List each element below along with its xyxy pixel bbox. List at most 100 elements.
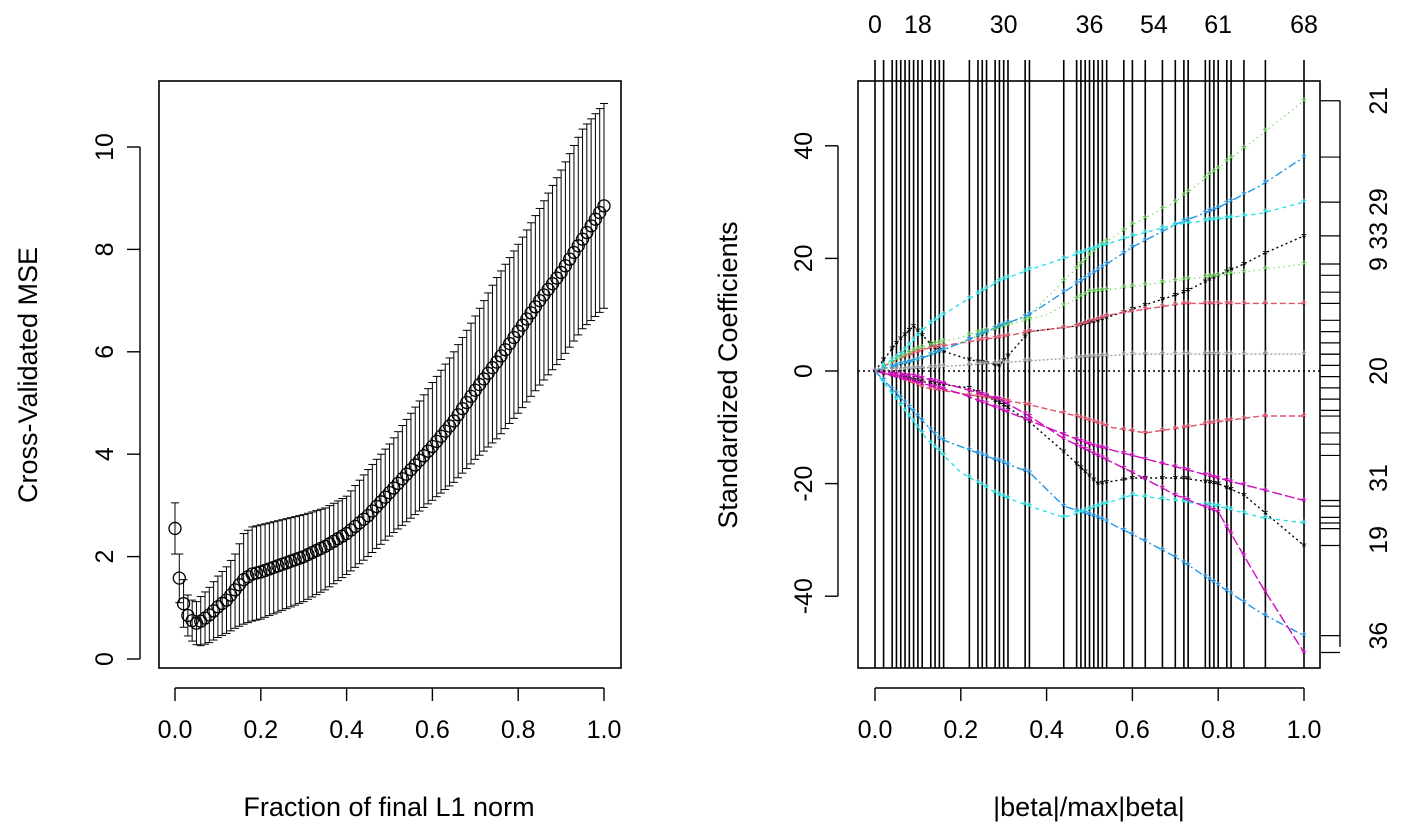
coefficient-marker: *	[881, 366, 887, 382]
coefficient-marker: *	[1087, 508, 1093, 524]
coefficient-marker: *	[907, 362, 913, 378]
coefficient-marker: *	[1074, 438, 1080, 454]
right-y-tick-label: 0	[790, 364, 818, 378]
left-data-point	[378, 490, 392, 504]
coefficient-marker: *	[898, 391, 904, 407]
coefficient-marker: *	[907, 369, 913, 385]
coefficient-marker: *	[872, 364, 878, 380]
coefficient-marker: *	[1082, 316, 1088, 332]
coefficient-marker: *	[1211, 269, 1217, 285]
coefficient-marker: *	[907, 323, 913, 339]
coefficient-marker: *	[1203, 500, 1209, 516]
coefficient-marker: *	[1241, 209, 1247, 225]
coefficient-marker: *	[1173, 218, 1179, 234]
coefficient-marker: *	[1203, 171, 1209, 187]
coefficient-marker: *	[1027, 499, 1033, 515]
coefficient-marker: *	[932, 341, 938, 357]
coefficient-marker: *	[889, 359, 895, 375]
right-y-tick-label: 20	[790, 244, 818, 272]
coefficient-marker: *	[932, 374, 938, 390]
coefficient-marker: *	[1091, 438, 1097, 454]
coefficient-marker: *	[889, 369, 895, 385]
coefficient-marker: *	[1005, 397, 1011, 413]
coefficient-path	[874, 302, 1304, 372]
coefficient-marker: *	[1001, 456, 1007, 472]
coefficient-marker: *	[1203, 270, 1209, 286]
coefficient-marker: *	[941, 384, 947, 400]
coefficient-marker: *	[937, 360, 943, 376]
coefficient-marker: *	[1095, 349, 1101, 365]
coefficient-marker: *	[1185, 213, 1191, 229]
coefficient-marker: *	[941, 382, 947, 398]
left-y-axis: 0 2 4 6 8 10	[91, 133, 141, 666]
coefficient-marker: *	[1215, 212, 1221, 228]
coefficient-marker: *	[1121, 491, 1127, 507]
coefficient-marker: *	[1215, 471, 1221, 487]
coefficient-marker: *	[1241, 478, 1247, 494]
coefficient-marker: *	[984, 449, 990, 465]
coefficient-marker: *	[967, 443, 973, 459]
coefficient-marker: *	[1185, 283, 1191, 299]
coefficient-marker: *	[1022, 309, 1028, 325]
coefficient-marker: *	[992, 276, 998, 292]
coefficient-marker: *	[1160, 300, 1166, 316]
coefficient-marker: *	[1074, 506, 1080, 522]
coefficient-marker: *	[975, 475, 981, 491]
right-side-tick-label: 20	[1365, 357, 1393, 385]
coefficient-marker: *	[967, 390, 973, 406]
coefficient-marker: *	[1228, 527, 1234, 543]
coefficient-marker: *	[967, 328, 973, 344]
coefficient-marker: *	[1181, 491, 1187, 507]
coefficient-marker: *	[1001, 319, 1007, 335]
coefficient-marker: *	[1121, 232, 1127, 248]
coefficient-marker: *	[1078, 440, 1084, 456]
coefficient-marker: *	[1104, 419, 1110, 435]
coefficient-marker: *	[1185, 296, 1191, 312]
coefficient-marker: *	[1100, 512, 1106, 528]
coefficient-marker: *	[1224, 473, 1230, 489]
coefficient-marker: *	[894, 392, 900, 408]
coefficient-marker: *	[1078, 505, 1084, 521]
left-data-point	[382, 485, 397, 500]
coefficient-marker: *	[984, 326, 990, 342]
coefficient-marker: *	[980, 395, 986, 411]
right-x-tick-label: 0.0	[858, 716, 893, 744]
left-data-point	[361, 508, 375, 523]
coefficient-marker: *	[1100, 451, 1106, 467]
coefficient-marker: *	[1091, 509, 1097, 525]
coefficient-marker: *	[1130, 527, 1136, 543]
coefficient-marker: *	[1207, 204, 1213, 220]
coefficient-marker: *	[980, 326, 986, 342]
coefficient-marker: *	[911, 376, 917, 392]
coefficient-marker: *	[915, 409, 921, 425]
coefficient-marker: *	[1203, 206, 1209, 222]
coefficient-marker: *	[919, 324, 925, 340]
coefficient-marker: *	[1241, 257, 1247, 273]
coefficient-marker: *	[932, 346, 938, 362]
coefficient-marker: *	[941, 343, 947, 359]
left-data-point	[584, 219, 598, 233]
coefficient-path	[874, 370, 1305, 637]
coefficient-marker: *	[975, 357, 981, 373]
coefficient-marker: *	[967, 332, 973, 348]
coefficient-marker: *	[1228, 151, 1234, 167]
coefficient-marker: *	[1173, 460, 1179, 476]
coefficient-marker: *	[1207, 416, 1213, 432]
coefficient-marker: *	[1263, 585, 1269, 601]
coefficient-marker: *	[1228, 296, 1234, 312]
coefficient-marker: *	[889, 366, 895, 382]
coefficient-marker: *	[907, 338, 913, 354]
coefficient-marker: *	[928, 376, 934, 392]
coefficient-marker: *	[1203, 214, 1209, 230]
coefficient-marker: *	[1241, 347, 1247, 363]
coefficient-marker: *	[1211, 499, 1217, 515]
coefficient-marker: *	[1241, 549, 1247, 565]
coefficient-marker: *	[915, 353, 921, 369]
coefficient-marker: *	[1143, 302, 1149, 318]
coefficient-marker: *	[1100, 312, 1106, 328]
coefficient-marker: *	[992, 394, 998, 410]
left-data-point	[348, 519, 362, 534]
coefficient-marker: *	[928, 338, 934, 354]
coefficient-marker: *	[1224, 584, 1230, 600]
